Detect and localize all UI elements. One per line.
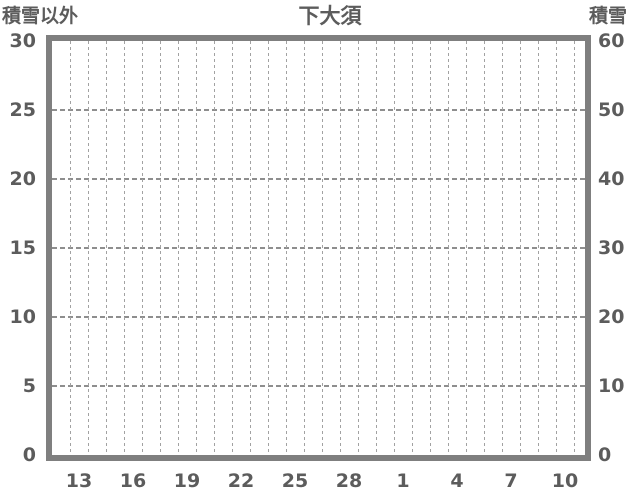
- vertical-gridline: [195, 41, 197, 455]
- vertical-gridline: [411, 41, 413, 455]
- vertical-gridline: [123, 41, 125, 455]
- vertical-gridline: [321, 41, 323, 455]
- vertical-gridline: [213, 41, 215, 455]
- horizontal-gridline: [52, 109, 585, 111]
- vertical-gridline: [393, 41, 395, 455]
- x-tick-label: 13: [65, 470, 93, 492]
- horizontal-gridline: [52, 385, 585, 387]
- y-right-tick-label: 20: [598, 306, 625, 328]
- vertical-gridline: [573, 41, 575, 455]
- x-tick-label: 4: [450, 470, 464, 492]
- y-right-tick-label: 0: [598, 444, 612, 466]
- vertical-gridline: [555, 41, 557, 455]
- vertical-gridline: [375, 41, 377, 455]
- vertical-gridline: [87, 41, 89, 455]
- horizontal-gridline: [52, 247, 585, 249]
- vertical-gridline: [267, 41, 269, 455]
- vertical-gridline: [105, 41, 107, 455]
- x-tick-label: 1: [396, 470, 410, 492]
- horizontal-gridline: [52, 178, 585, 180]
- horizontal-gridline: [52, 316, 585, 318]
- vertical-gridline: [231, 41, 233, 455]
- y-left-tick-label: 25: [9, 99, 36, 121]
- y-left-tick-label: 0: [22, 444, 36, 466]
- right-axis-label: 積雪: [588, 5, 627, 27]
- vertical-gridline: [465, 41, 467, 455]
- vertical-gridline: [339, 41, 341, 455]
- y-right-tick-label: 30: [598, 237, 625, 259]
- x-tick-label: 7: [504, 470, 518, 492]
- chart-title: 下大須: [298, 4, 362, 28]
- y-left-tick-label: 5: [22, 375, 36, 397]
- vertical-gridline: [483, 41, 485, 455]
- vertical-gridline: [357, 41, 359, 455]
- x-tick-label: 10: [551, 470, 579, 492]
- vertical-gridline: [69, 41, 71, 455]
- x-tick-label: 25: [281, 470, 309, 492]
- vertical-gridline: [141, 41, 143, 455]
- vertical-gridline: [159, 41, 161, 455]
- x-tick-label: 28: [335, 470, 363, 492]
- y-left-tick-label: 10: [9, 306, 36, 328]
- x-tick-label: 16: [119, 470, 147, 492]
- plot-area: [46, 35, 591, 461]
- y-left-tick-label: 30: [9, 30, 36, 52]
- y-left-tick-label: 15: [9, 237, 36, 259]
- x-tick-label: 22: [227, 470, 255, 492]
- vertical-gridline: [447, 41, 449, 455]
- vertical-gridline: [537, 41, 539, 455]
- y-left-tick-label: 20: [9, 168, 36, 190]
- vertical-gridline: [249, 41, 251, 455]
- vertical-gridline: [519, 41, 521, 455]
- vertical-gridline: [303, 41, 305, 455]
- vertical-gridline: [177, 41, 179, 455]
- vertical-gridline: [429, 41, 431, 455]
- x-tick-label: 19: [173, 470, 201, 492]
- vertical-gridline: [501, 41, 503, 455]
- y-right-tick-label: 50: [598, 99, 625, 121]
- y-right-tick-label: 40: [598, 168, 625, 190]
- y-right-tick-label: 10: [598, 375, 625, 397]
- left-axis-label: 積雪以外: [2, 5, 79, 27]
- y-right-tick-label: 60: [598, 30, 625, 52]
- vertical-gridline: [285, 41, 287, 455]
